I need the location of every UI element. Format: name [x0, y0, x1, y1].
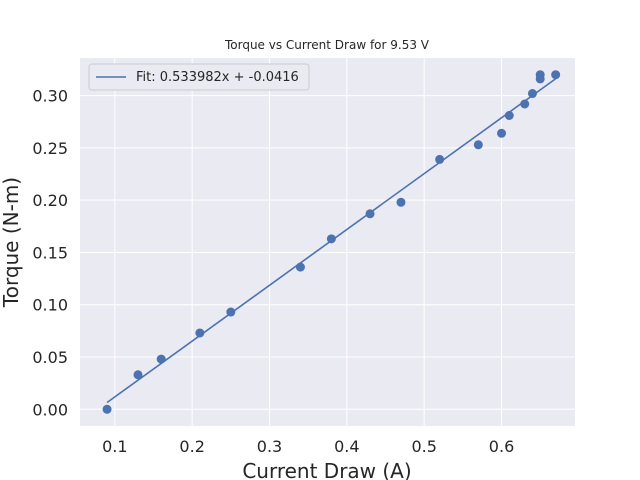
y-tick-label: 0.30	[32, 87, 68, 106]
data-point	[551, 70, 561, 80]
x-axis-label: Current Draw (A)	[242, 459, 411, 480]
data-point	[497, 128, 507, 138]
y-ticks: 0.00 0.05 0.10 0.15 0.20 0.25 0.30	[32, 87, 68, 420]
y-tick-label: 0.05	[32, 348, 68, 367]
data-point	[520, 99, 530, 109]
x-ticks: 0.1 0.2 0.3 0.4 0.5 0.6	[102, 437, 514, 456]
y-tick-label: 0.00	[32, 400, 68, 419]
legend: Fit: 0.533982x + -0.0416	[88, 63, 310, 91]
x-tick-label: 0.5	[411, 437, 436, 456]
x-tick-label: 0.1	[102, 437, 127, 456]
y-axis-label: Torque (N-m)	[0, 177, 23, 308]
grid	[80, 58, 575, 426]
data-point	[195, 328, 205, 338]
data-point	[435, 154, 445, 164]
data-points	[102, 70, 561, 414]
data-point	[133, 370, 143, 380]
chart-title: Torque vs Current Draw for 9.53 V	[224, 38, 430, 52]
data-point	[295, 262, 305, 272]
y-tick-label: 0.10	[32, 296, 68, 315]
x-tick-label: 0.2	[179, 437, 204, 456]
x-tick-label: 0.3	[257, 437, 282, 456]
legend-label-fit: Fit: 0.533982x + -0.0416	[136, 70, 299, 85]
data-point	[156, 354, 166, 364]
data-point	[365, 209, 375, 219]
legend-box	[88, 63, 310, 91]
data-point	[535, 70, 545, 80]
y-tick-label: 0.15	[32, 243, 68, 262]
data-point	[527, 89, 537, 99]
data-point	[504, 111, 514, 120]
data-point	[473, 140, 483, 150]
data-point	[396, 197, 406, 207]
data-point	[102, 404, 112, 414]
data-point	[326, 234, 336, 244]
plot-background	[80, 58, 575, 426]
x-tick-label: 0.4	[334, 437, 359, 456]
y-tick-label: 0.25	[32, 139, 68, 158]
y-tick-label: 0.20	[32, 191, 68, 210]
x-tick-label: 0.6	[489, 437, 514, 456]
data-point	[226, 307, 236, 317]
